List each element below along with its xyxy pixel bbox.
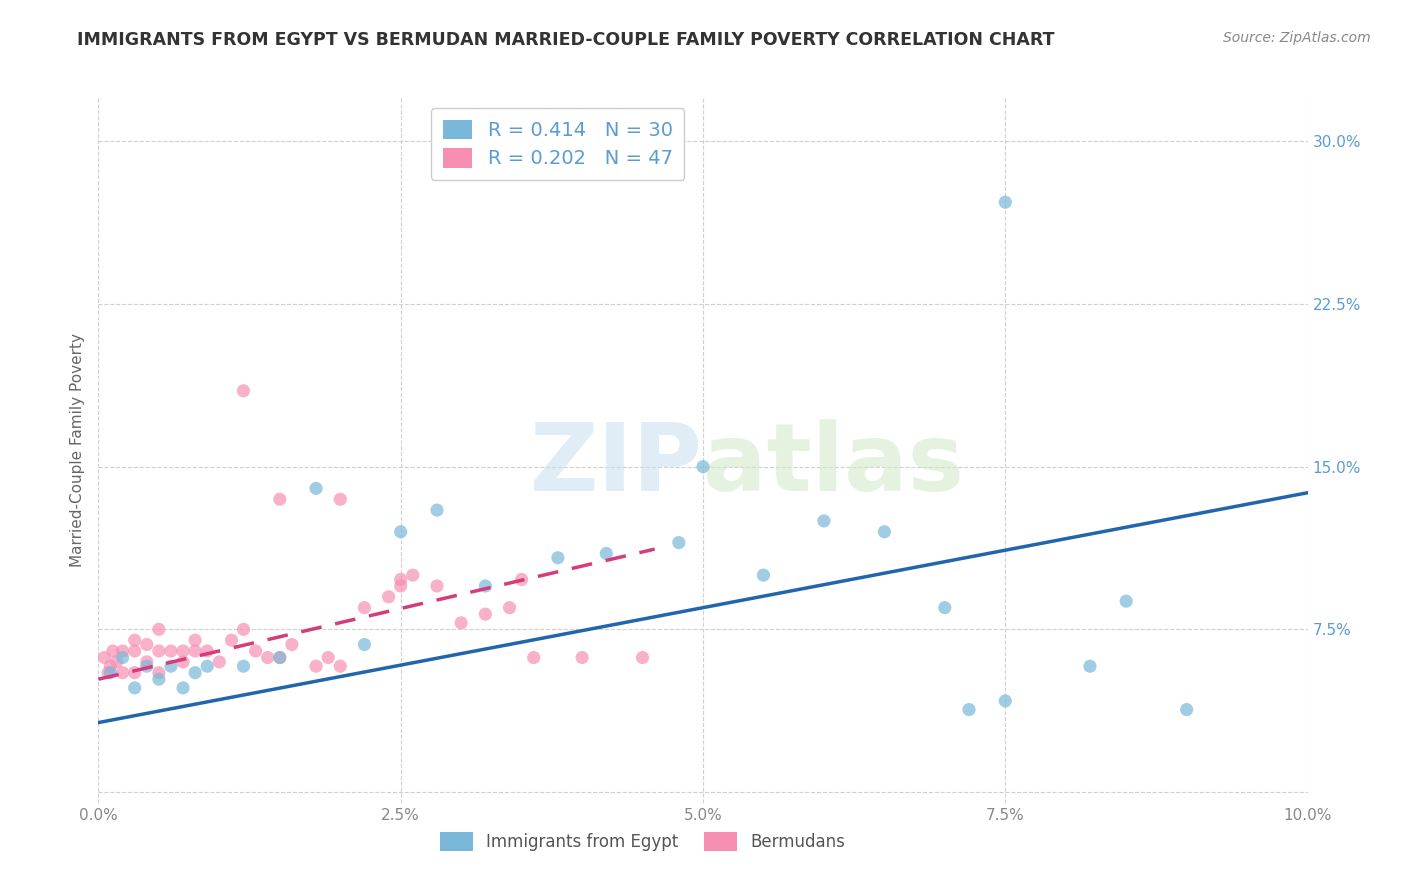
- Point: [1115, 594, 1137, 608]
- Point: [389, 579, 412, 593]
- Point: [474, 607, 496, 622]
- Point: [668, 535, 690, 549]
- Y-axis label: Married-Couple Family Poverty: Married-Couple Family Poverty: [69, 334, 84, 567]
- Point: [389, 573, 412, 587]
- Text: ZIP: ZIP: [530, 418, 703, 510]
- Point: [994, 694, 1017, 708]
- Point: [426, 503, 449, 517]
- Point: [160, 659, 183, 673]
- Point: [692, 459, 714, 474]
- Point: [101, 644, 124, 658]
- Point: [124, 665, 146, 680]
- Point: [100, 665, 122, 680]
- Point: [269, 650, 291, 665]
- Point: [957, 702, 980, 716]
- Point: [256, 650, 278, 665]
- Point: [245, 644, 267, 658]
- Point: [93, 650, 115, 665]
- Point: [631, 650, 654, 665]
- Text: Source: ZipAtlas.com: Source: ZipAtlas.com: [1223, 31, 1371, 45]
- Point: [111, 644, 134, 658]
- Point: [510, 573, 533, 587]
- Point: [426, 579, 449, 593]
- Point: [595, 546, 617, 560]
- Point: [498, 600, 520, 615]
- Point: [377, 590, 399, 604]
- Point: [184, 644, 207, 658]
- Point: [135, 659, 157, 673]
- Point: [232, 384, 254, 398]
- Point: [124, 644, 146, 658]
- Point: [474, 579, 496, 593]
- Point: [148, 644, 170, 658]
- Point: [571, 650, 593, 665]
- Point: [148, 623, 170, 637]
- Point: [172, 644, 194, 658]
- Point: [135, 655, 157, 669]
- Point: [184, 665, 207, 680]
- Point: [813, 514, 835, 528]
- Point: [523, 650, 546, 665]
- Point: [316, 650, 339, 665]
- Point: [329, 492, 352, 507]
- Point: [329, 659, 352, 673]
- Point: [148, 665, 170, 680]
- Point: [232, 623, 254, 637]
- Point: [124, 681, 146, 695]
- Point: [389, 524, 412, 539]
- Point: [172, 655, 194, 669]
- Point: [195, 644, 218, 658]
- Point: [305, 659, 328, 673]
- Point: [1078, 659, 1101, 673]
- Point: [402, 568, 425, 582]
- Point: [160, 644, 183, 658]
- Point: [105, 655, 128, 669]
- Point: [97, 665, 120, 680]
- Point: [148, 672, 170, 686]
- Point: [111, 665, 134, 680]
- Legend: Immigrants from Egypt, Bermudans: Immigrants from Egypt, Bermudans: [433, 825, 852, 858]
- Point: [1175, 702, 1198, 716]
- Point: [232, 659, 254, 673]
- Point: [100, 659, 122, 673]
- Point: [172, 681, 194, 695]
- Text: IMMIGRANTS FROM EGYPT VS BERMUDAN MARRIED-COUPLE FAMILY POVERTY CORRELATION CHAR: IMMIGRANTS FROM EGYPT VS BERMUDAN MARRIE…: [77, 31, 1054, 49]
- Point: [269, 492, 291, 507]
- Point: [221, 633, 243, 648]
- Point: [994, 195, 1017, 210]
- Point: [450, 615, 472, 630]
- Point: [873, 524, 896, 539]
- Point: [353, 638, 375, 652]
- Point: [124, 633, 146, 648]
- Point: [353, 600, 375, 615]
- Point: [305, 482, 328, 496]
- Point: [269, 650, 291, 665]
- Point: [752, 568, 775, 582]
- Point: [184, 633, 207, 648]
- Text: atlas: atlas: [703, 418, 965, 510]
- Point: [934, 600, 956, 615]
- Point: [547, 550, 569, 565]
- Point: [111, 650, 134, 665]
- Point: [208, 655, 231, 669]
- Point: [195, 659, 218, 673]
- Point: [135, 638, 157, 652]
- Point: [281, 638, 304, 652]
